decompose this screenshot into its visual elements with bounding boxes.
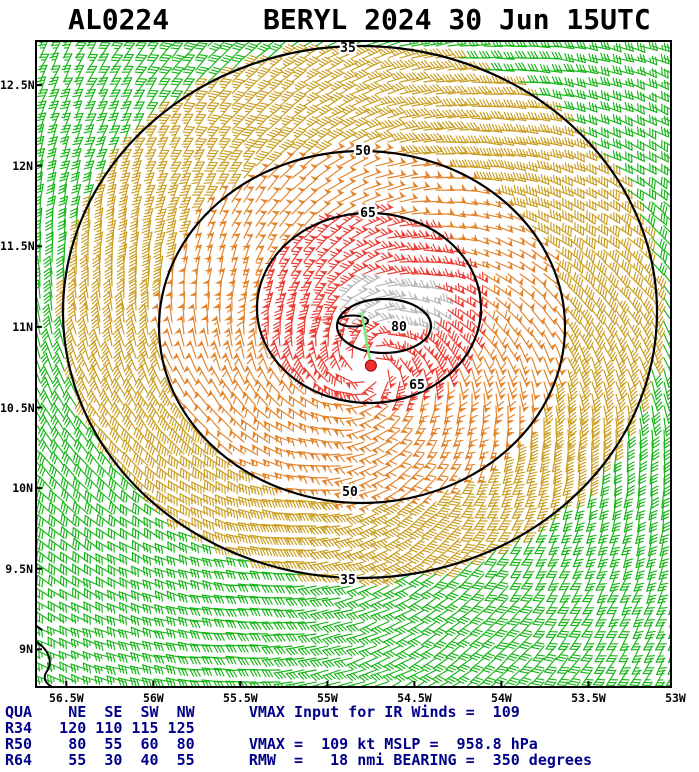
wind-field-plot: 35 35 50 50 65 65 80: [35, 40, 672, 688]
wind-barb-canvas: [35, 40, 672, 688]
contour-overlay: 35 35 50 50 65 65 80: [35, 40, 672, 688]
isotach-contour: [335, 297, 433, 355]
y-tick-label: 9.5N: [5, 561, 33, 576]
y-axis-labels: 9N 9.5N 10N 10.5N 11N 11.5N 12N 12.5N: [0, 0, 35, 772]
y-tick-label: 10N: [12, 481, 33, 496]
footer-line-r64: R64 55 30 40 55 RMW = 18 nmi BEARING = 3…: [5, 751, 592, 769]
isotach-label: 35: [340, 573, 356, 588]
x-tick-label: 56.5W: [49, 691, 84, 705]
footer-stats: QUA NE SE SW NW VMAX Input for IR Winds …: [5, 704, 592, 768]
isotach-label: 65: [360, 206, 376, 221]
y-tick-label: 11.5N: [0, 239, 35, 254]
y-tick-label: 12.5N: [0, 78, 35, 93]
plot-border: [35, 40, 672, 688]
footer-line-r34: R34 120 110 115 125: [5, 719, 195, 737]
y-tick-label: 12N: [12, 158, 33, 173]
storm-id: AL0224: [68, 3, 170, 36]
footer-line-r50: R50 80 55 60 80 VMAX = 109 kt MSLP = 958…: [5, 735, 538, 753]
x-tick-label: 53.5W: [571, 691, 606, 705]
inner-core-contour: [337, 314, 369, 328]
isotach-contour: [255, 211, 483, 405]
isotach-contour: [61, 44, 659, 580]
isotach-label: 50: [342, 485, 358, 500]
y-tick-label: 9N: [19, 642, 33, 657]
footer-line-qua: QUA NE SE SW NW VMAX Input for IR Winds …: [5, 703, 520, 721]
bearing-line: [360, 312, 373, 366]
x-tick-label: 54W: [491, 691, 512, 705]
isotach-label: 50: [355, 144, 371, 159]
isotach-label: 35: [340, 41, 356, 56]
x-tick-label: 55.5W: [223, 691, 258, 705]
page-title: BERYL 2024 30 Jun 15UTC: [263, 3, 651, 36]
storm-center-dot: [364, 359, 377, 372]
y-tick-label: 11N: [12, 319, 33, 334]
coastline: [35, 640, 55, 688]
x-tick-label: 55W: [317, 691, 338, 705]
x-tick-label: 54.5W: [397, 691, 432, 705]
isotach-label: 80: [391, 320, 407, 335]
x-tick-label: 53W: [665, 691, 686, 705]
x-axis-labels: 56.5W 56W 55.5W 55W 54.5W 54W 53.5W 53W: [0, 691, 699, 705]
isotach-label: 65: [409, 378, 425, 393]
isotach-contour: [157, 149, 567, 505]
y-tick-label: 10.5N: [0, 400, 35, 415]
x-tick-label: 56W: [142, 691, 164, 705]
